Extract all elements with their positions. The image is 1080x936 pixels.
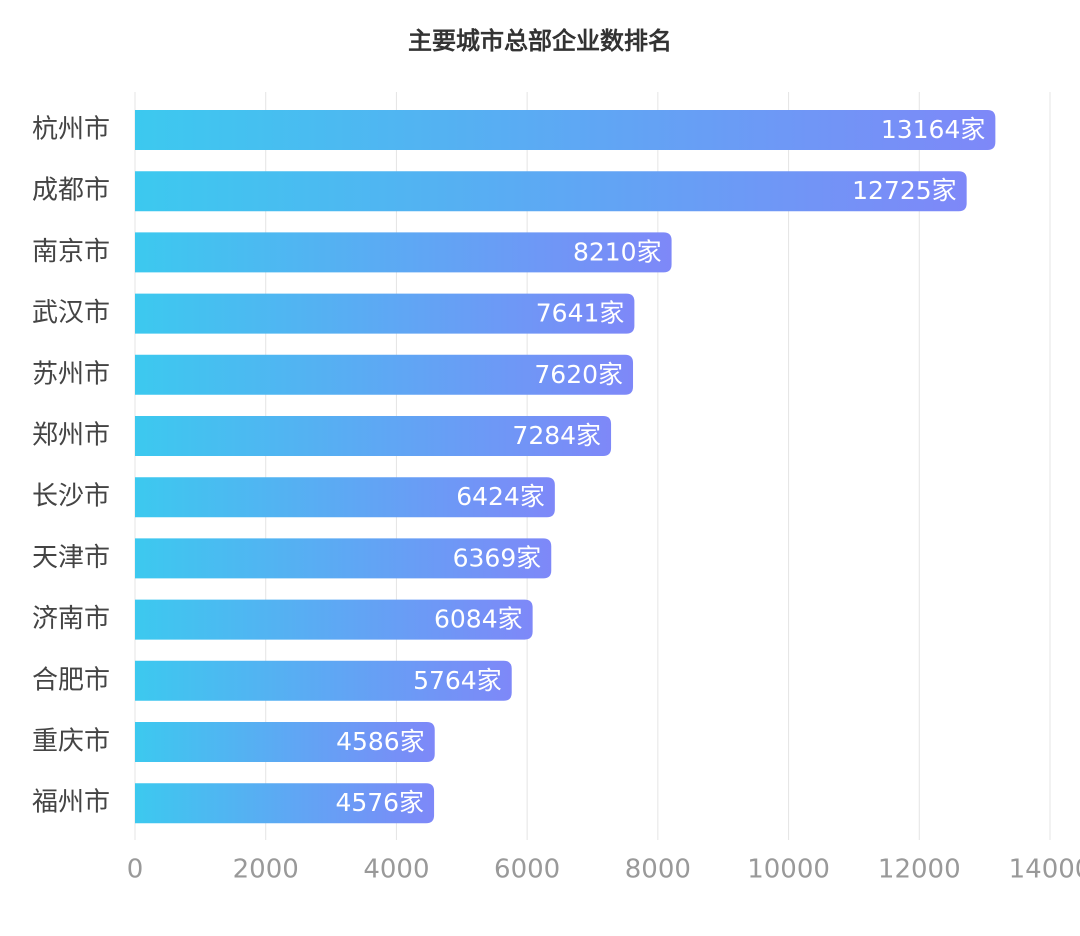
chart-title: 主要城市总部企业数排名 xyxy=(408,27,672,55)
bar xyxy=(135,538,552,579)
y-tick-label: 南京市 xyxy=(32,237,110,267)
y-tick-label: 长沙市 xyxy=(32,482,110,512)
value-label: 6424家 xyxy=(456,482,545,511)
bar xyxy=(135,354,634,395)
bar xyxy=(135,232,672,273)
x-tick-label: 2000 xyxy=(233,855,299,885)
x-tick-label: 10000 xyxy=(747,855,830,885)
value-label: 6084家 xyxy=(434,605,523,634)
bar xyxy=(135,722,435,762)
y-tick-label: 合肥市 xyxy=(32,665,110,695)
x-tick-label: 0 xyxy=(127,855,144,885)
y-tick-label: 武汉市 xyxy=(32,298,110,328)
bar xyxy=(135,171,967,212)
value-label: 6369家 xyxy=(453,543,542,572)
value-label: 12725家 xyxy=(852,176,957,205)
bar xyxy=(135,293,635,334)
x-tick-label: 12000 xyxy=(878,855,961,885)
bar xyxy=(135,416,612,456)
y-tick-label: 福州市 xyxy=(32,788,110,818)
x-tick-label: 4000 xyxy=(363,855,429,885)
x-tick-label: 6000 xyxy=(494,855,560,885)
value-label: 13164家 xyxy=(881,115,986,144)
bar xyxy=(135,110,996,150)
value-label: 4576家 xyxy=(335,788,424,817)
bar xyxy=(135,660,512,701)
y-tick-label: 天津市 xyxy=(32,543,110,573)
y-tick-label: 成都市 xyxy=(32,176,110,206)
y-tick-label: 杭州市 xyxy=(32,115,110,145)
y-tick-label: 郑州市 xyxy=(32,421,110,451)
value-label: 4586家 xyxy=(336,727,425,756)
value-label: 5764家 xyxy=(413,666,502,695)
bar xyxy=(135,599,533,640)
value-label: 7620家 xyxy=(534,360,623,389)
bar xyxy=(135,783,435,824)
y-tick-label: 济南市 xyxy=(32,604,110,634)
x-tick-label: 14000 xyxy=(1009,855,1080,885)
bar xyxy=(135,477,555,518)
value-label: 8210家 xyxy=(573,237,662,266)
x-tick-label: 8000 xyxy=(625,855,691,885)
value-label: 7641家 xyxy=(536,299,625,328)
y-tick-label: 苏州市 xyxy=(32,359,110,389)
y-tick-label: 重庆市 xyxy=(32,727,110,757)
value-label: 7284家 xyxy=(512,421,601,450)
